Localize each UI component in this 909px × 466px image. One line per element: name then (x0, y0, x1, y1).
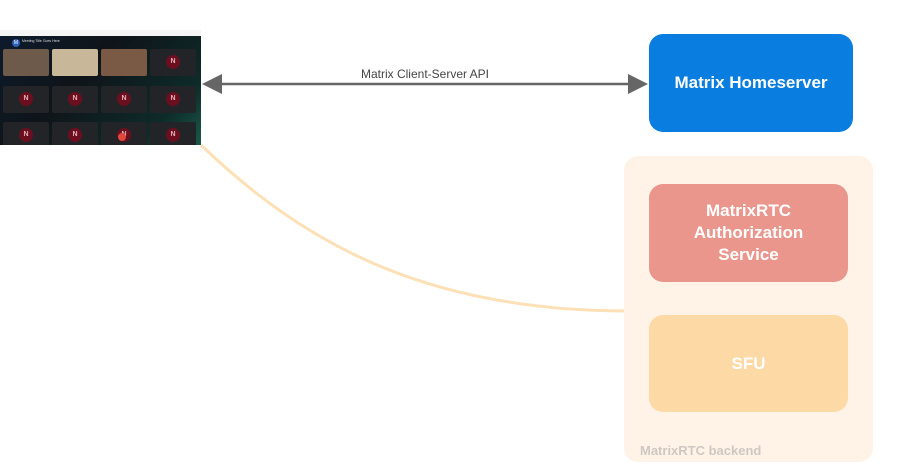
avatar-tile: N (3, 122, 49, 145)
video-tile (3, 49, 49, 76)
avatar-tile: N (150, 122, 196, 145)
client-backend-link (199, 143, 625, 313)
client-server-api-label: Matrix Client-Server API (360, 67, 490, 81)
avatar-tile: N (101, 86, 147, 113)
matrix-homeserver-node: Matrix Homeserver (649, 34, 853, 132)
room-avatar: M (12, 39, 20, 47)
avatar-tile: N (3, 86, 49, 113)
avatar-tile: N (52, 122, 98, 145)
avatar-tile: N (150, 86, 196, 113)
video-tile (101, 49, 147, 76)
matrixrtc-auth-service-node: MatrixRTC Authorization Service (649, 184, 848, 282)
backend-group-label: MatrixRTC backend (640, 443, 762, 458)
meeting-title: Meeting Title Goes Here (22, 39, 60, 43)
avatar-tile: N (150, 49, 196, 76)
video-tile (52, 49, 98, 76)
element-call-screenshot: M Meeting Title Goes Here N N N N N N N … (0, 30, 201, 145)
browser-bar (0, 30, 201, 36)
avatar-tile: N (52, 86, 98, 113)
sfu-node: SFU (649, 315, 848, 412)
hangup-icon (118, 133, 126, 141)
